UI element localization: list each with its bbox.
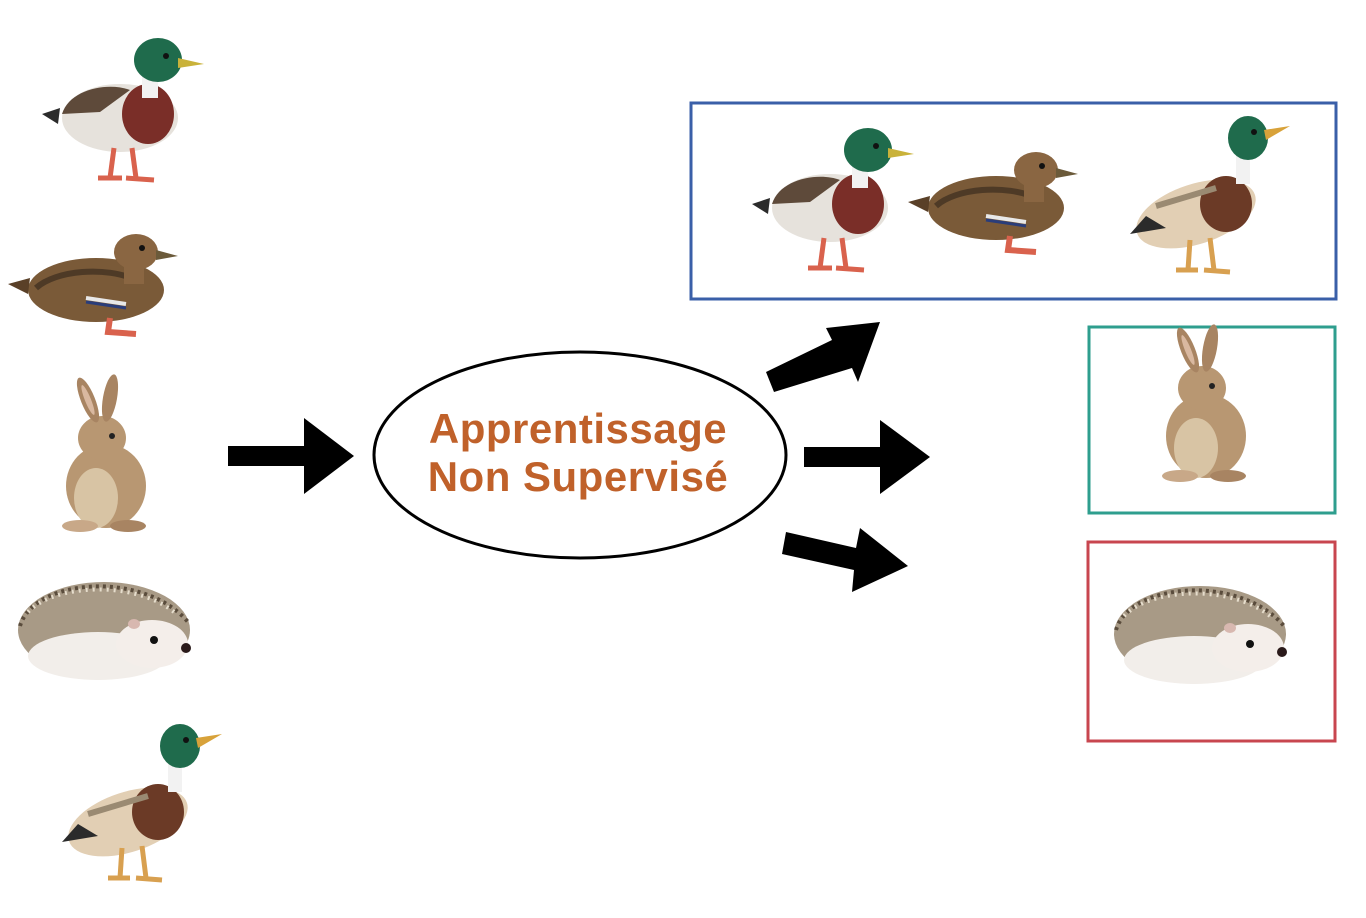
output-arrow-middle	[804, 420, 930, 494]
input-animals	[8, 38, 222, 880]
process-label-line2: Non Supervisé	[427, 453, 729, 500]
hedgehog-image	[16, 580, 193, 682]
input-arrow	[228, 418, 354, 494]
hen-image	[8, 234, 178, 334]
drake-standing-image	[60, 724, 222, 880]
cluster-ducks	[689, 101, 1338, 301]
cluster-rabbit-image	[1162, 323, 1246, 482]
cluster-drake-standing-image	[1128, 116, 1290, 272]
output-arrow-up	[766, 322, 880, 392]
rabbit-image	[62, 373, 146, 532]
cluster-hen-image	[908, 152, 1078, 252]
output-arrow-down	[782, 528, 908, 592]
drake-image	[42, 38, 204, 180]
cluster-hedgehog-image	[1112, 584, 1289, 686]
process-ellipse	[372, 350, 788, 560]
process-label-line1: Apprentissage	[428, 405, 728, 452]
cluster-drake-image	[752, 128, 914, 270]
cluster-hedgehogs	[1086, 540, 1337, 743]
process-label: Apprentissage Non Supervisé	[372, 405, 784, 501]
cluster-rabbits	[1087, 323, 1337, 515]
